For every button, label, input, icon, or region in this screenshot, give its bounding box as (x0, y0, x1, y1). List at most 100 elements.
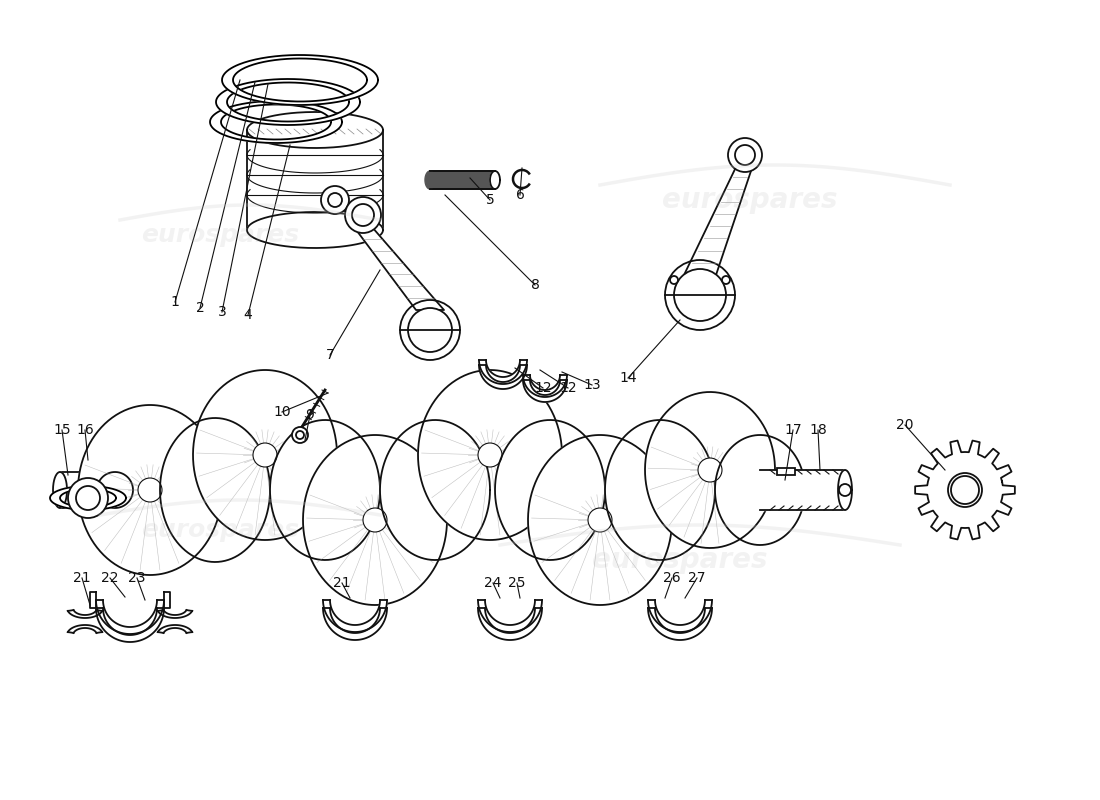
FancyBboxPatch shape (777, 468, 795, 475)
Polygon shape (715, 435, 805, 545)
Circle shape (588, 508, 612, 532)
Circle shape (674, 269, 726, 321)
Polygon shape (434, 470, 490, 510)
Polygon shape (150, 470, 214, 510)
Polygon shape (323, 608, 387, 640)
Text: 26: 26 (663, 571, 681, 585)
Polygon shape (354, 227, 444, 310)
Polygon shape (478, 608, 542, 640)
Polygon shape (605, 420, 715, 560)
Circle shape (735, 145, 755, 165)
Text: eurospares: eurospares (141, 518, 299, 542)
Polygon shape (324, 470, 375, 510)
Polygon shape (222, 55, 378, 105)
Polygon shape (838, 470, 853, 510)
Text: 22: 22 (101, 571, 119, 585)
Polygon shape (375, 470, 434, 510)
Polygon shape (164, 592, 170, 608)
Text: 10: 10 (273, 405, 290, 419)
Circle shape (952, 476, 979, 504)
Polygon shape (323, 600, 387, 632)
Polygon shape (216, 79, 360, 125)
Polygon shape (265, 470, 324, 510)
Text: 20: 20 (896, 418, 914, 432)
Circle shape (363, 508, 387, 532)
Circle shape (839, 484, 851, 496)
Polygon shape (210, 101, 342, 143)
Polygon shape (425, 171, 435, 189)
Text: 15: 15 (53, 423, 70, 437)
Polygon shape (248, 212, 383, 248)
Polygon shape (600, 470, 660, 510)
Polygon shape (760, 470, 845, 510)
Text: 12: 12 (535, 381, 552, 395)
Text: 25: 25 (508, 576, 526, 590)
Polygon shape (379, 420, 490, 560)
Polygon shape (495, 420, 605, 560)
Circle shape (253, 443, 277, 467)
Polygon shape (248, 112, 383, 148)
Text: 7: 7 (326, 348, 334, 362)
Text: 17: 17 (784, 423, 802, 437)
Circle shape (76, 486, 100, 510)
Circle shape (408, 308, 452, 352)
Circle shape (400, 300, 460, 360)
Text: 4: 4 (243, 308, 252, 322)
Circle shape (328, 193, 342, 207)
Text: 24: 24 (484, 576, 502, 590)
Polygon shape (96, 608, 164, 642)
Polygon shape (50, 486, 127, 510)
Polygon shape (60, 472, 116, 508)
Circle shape (321, 186, 349, 214)
Circle shape (722, 276, 730, 284)
Polygon shape (270, 420, 380, 560)
Polygon shape (645, 392, 775, 548)
Polygon shape (478, 600, 542, 632)
Text: 21: 21 (333, 576, 351, 590)
Polygon shape (78, 405, 222, 575)
Text: 8: 8 (530, 278, 539, 292)
Text: 18: 18 (810, 423, 827, 437)
Polygon shape (418, 370, 562, 540)
Circle shape (728, 138, 762, 172)
Polygon shape (522, 380, 566, 402)
Text: 14: 14 (619, 371, 637, 385)
Text: 5: 5 (485, 193, 494, 207)
Text: 1: 1 (170, 295, 179, 309)
Text: eurospares: eurospares (141, 223, 299, 247)
Polygon shape (684, 165, 754, 275)
Circle shape (352, 204, 374, 226)
Polygon shape (550, 470, 600, 510)
Polygon shape (478, 365, 527, 389)
Text: eurospares: eurospares (592, 546, 768, 574)
Circle shape (670, 276, 678, 284)
Text: 16: 16 (76, 423, 94, 437)
Polygon shape (490, 171, 500, 189)
Text: 3: 3 (218, 305, 227, 319)
Polygon shape (478, 360, 527, 384)
Text: 13: 13 (583, 378, 601, 392)
Circle shape (296, 431, 304, 439)
Polygon shape (90, 592, 96, 608)
Text: 21: 21 (74, 571, 91, 585)
Polygon shape (490, 470, 550, 510)
Polygon shape (160, 418, 270, 562)
Polygon shape (192, 370, 337, 540)
Polygon shape (302, 435, 447, 605)
Circle shape (345, 197, 381, 233)
Text: 2: 2 (196, 301, 205, 315)
Text: 12: 12 (559, 381, 576, 395)
Circle shape (138, 478, 162, 502)
Polygon shape (96, 600, 164, 634)
Text: eurospares: eurospares (662, 186, 838, 214)
Text: 27: 27 (689, 571, 706, 585)
Circle shape (666, 260, 735, 330)
Polygon shape (214, 470, 265, 510)
Circle shape (478, 443, 502, 467)
Circle shape (948, 473, 982, 507)
Polygon shape (710, 470, 760, 510)
Polygon shape (528, 435, 672, 605)
Polygon shape (53, 472, 67, 508)
Text: 23: 23 (129, 571, 145, 585)
Polygon shape (248, 130, 383, 230)
